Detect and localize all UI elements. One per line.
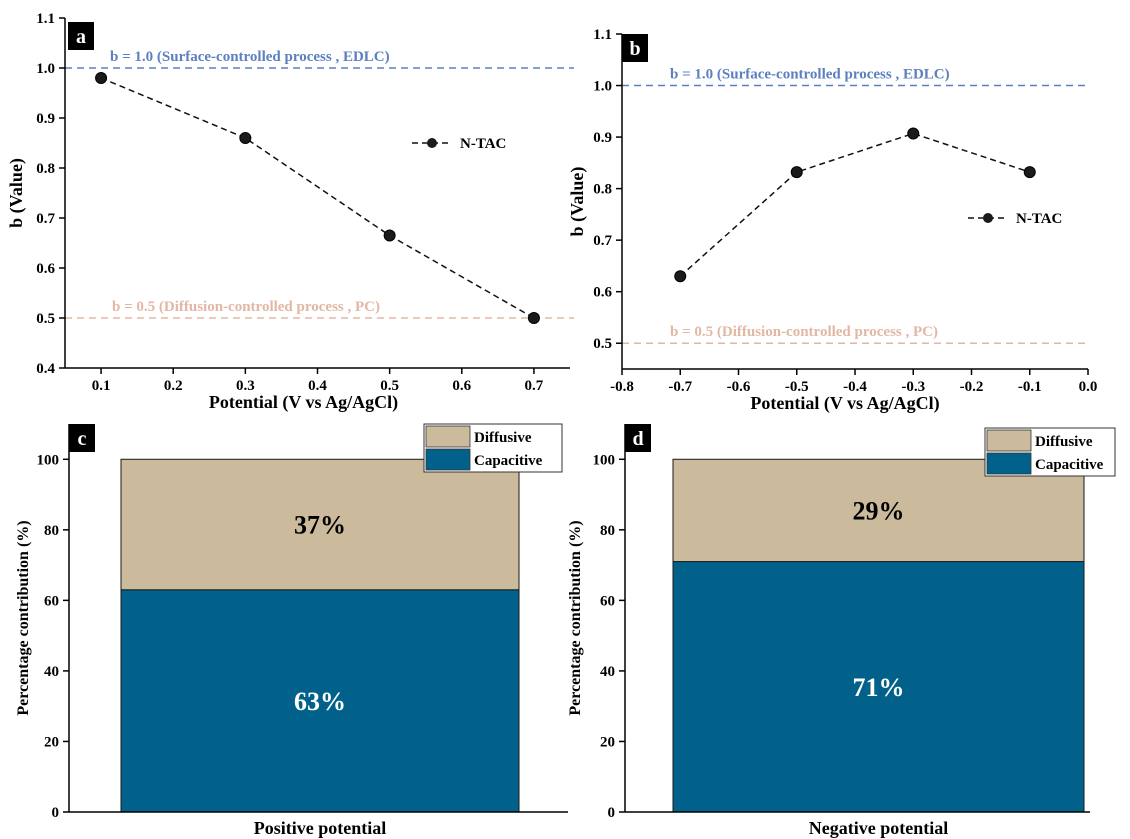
y-tick-label: 0 (608, 805, 616, 821)
bar-segment-capacitive (672, 561, 1085, 813)
series-line (679, 132, 1030, 277)
data-point (239, 132, 252, 144)
chart-panel-c: 63% 37% c 0 20 40 60 80 100 Positive potential Per… (15, 423, 568, 838)
x-tick-label: -0.3 (901, 379, 925, 395)
data-point (95, 72, 108, 84)
y-tick-label: 20 (44, 734, 59, 750)
y-tick-label: 0.9 (36, 111, 55, 127)
y-tick-label: 20 (600, 734, 615, 750)
data-point (790, 166, 803, 179)
panel-letter-box (69, 424, 95, 452)
bar-segment-diffusive (120, 458, 520, 591)
y-tick-label: 1.0 (593, 79, 612, 95)
y-tick-label: 0.8 (36, 161, 55, 177)
x-tick-label: -0.1 (1018, 379, 1042, 395)
y-tick-label: 60 (44, 593, 59, 609)
x-tick-label: 0.6 (452, 378, 471, 394)
legend-label: Diffusive (1035, 434, 1093, 450)
reference-line-label: b = 1.0 (Surface-controlled process , ED… (110, 49, 390, 65)
legend-label: Diffusive (474, 430, 532, 446)
x-axis-label: Potential (V vs Ag/AgCl) (209, 392, 398, 413)
panel-letter: c (78, 428, 87, 450)
y-tick-label: 0.7 (36, 211, 55, 227)
x-tick-label: -0.2 (960, 379, 984, 395)
x-tick-label: 0.0 (1079, 379, 1098, 395)
y-tick-label: 80 (600, 523, 615, 539)
y-tick-label: 40 (600, 664, 615, 680)
x-axis-label: Negative potential (809, 818, 948, 838)
data-point (907, 127, 920, 140)
y-tick-label: 0.8 (593, 182, 612, 198)
x-tick-label: 0.5 (380, 378, 399, 394)
legend-marker (983, 213, 993, 223)
legend-label: Capacitive (474, 453, 543, 469)
x-tick-label: 0.3 (236, 378, 255, 394)
y-tick-label: 0.5 (36, 311, 55, 327)
y-tick-label: 80 (44, 523, 59, 539)
y-tick-label: 0.6 (36, 261, 55, 277)
chart-panel-a: b = 1.0 (Surface-controlled process , ED… (6, 11, 574, 413)
legend-swatch (986, 452, 1032, 475)
y-tick-label: 60 (600, 593, 615, 609)
y-tick-label: 100 (37, 452, 60, 468)
bar-data-label: 29% (853, 496, 905, 525)
bar-data-label: 63% (294, 687, 346, 716)
x-tick-label: -0.6 (727, 379, 751, 395)
bar-data-label: 71% (853, 673, 905, 702)
panel-letter-box (625, 424, 651, 452)
x-tick-label: -0.4 (843, 379, 867, 395)
y-tick-label: 1.0 (36, 61, 55, 77)
y-tick-label: 100 (593, 452, 616, 468)
panel-letter: d (632, 428, 643, 450)
x-tick-label: 0.7 (525, 378, 544, 394)
y-axis-label: b (Value) (567, 167, 588, 237)
legend-label: Capacitive (1035, 457, 1104, 473)
x-tick-label: 0.2 (164, 378, 183, 394)
y-tick-label: 40 (44, 664, 59, 680)
panel-letter-box (622, 34, 648, 62)
y-tick-label: 0.5 (593, 336, 612, 352)
legend-swatch (986, 429, 1032, 452)
chart-panel-b: b = 1.0 (Surface-controlled process , ED… (567, 27, 1097, 414)
y-axis-label: b (Value) (6, 158, 27, 228)
data-point (527, 312, 540, 324)
x-tick-label: 0.4 (308, 378, 327, 394)
data-point (383, 229, 396, 242)
x-axis-label: Potential (V vs Ag/AgCl) (750, 393, 939, 414)
y-tick-label: 1.1 (36, 11, 55, 27)
y-tick-label: 0.9 (593, 130, 612, 146)
bar-data-label: 37% (294, 511, 346, 540)
chart-panel-d: 71% 29% d 0 20 40 60 80 100 Negative potential Per… (567, 424, 1116, 838)
reference-line-label: b = 1.0 (Surface-controlled process , ED… (670, 67, 950, 83)
legend-label: N-TAC (460, 136, 506, 152)
series-line (100, 77, 535, 319)
y-tick-label: 0.6 (593, 285, 612, 301)
data-point (1023, 166, 1036, 179)
y-axis-label: Percentage contribution (%) (567, 520, 584, 715)
legend-marker (427, 138, 437, 148)
x-tick-label: -0.5 (785, 379, 809, 395)
y-tick-label: 0.4 (36, 361, 55, 377)
reference-line-label: b = 0.5 (Diffusion-controlled process , … (112, 299, 380, 315)
data-point (674, 270, 687, 283)
panel-letter: a (76, 26, 86, 48)
panel-letter-box (68, 22, 94, 50)
reference-line-label: b = 0.5 (Diffusion-controlled process , … (670, 324, 938, 340)
x-tick-label: 0.1 (92, 378, 111, 394)
x-tick-label: -0.7 (668, 379, 692, 395)
y-tick-label: 0.7 (593, 233, 612, 249)
panel-letter: b (629, 38, 640, 60)
x-tick-label: -0.8 (610, 379, 634, 395)
legend-swatch (425, 448, 471, 471)
y-tick-label: 1.1 (593, 27, 612, 43)
legend-label: N-TAC (1016, 211, 1062, 227)
x-axis-label: Positive potential (254, 818, 387, 838)
y-axis-label: Percentage contribution (%) (15, 520, 32, 715)
y-tick-label: 0 (52, 805, 60, 821)
legend-swatch (425, 425, 471, 448)
